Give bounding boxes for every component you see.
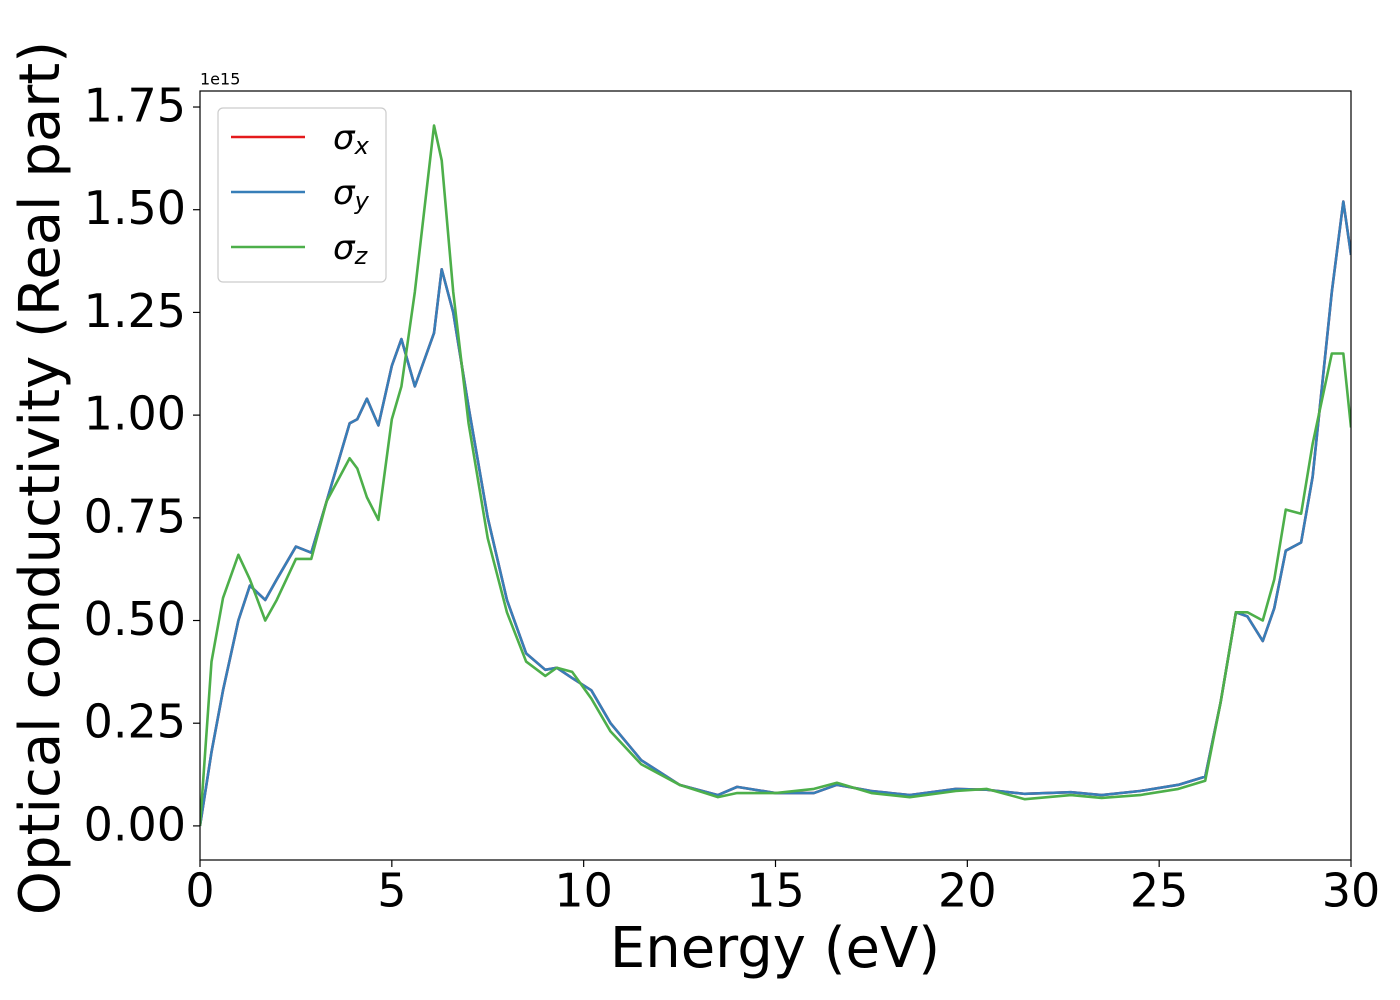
legend-label: σy bbox=[333, 173, 370, 216]
line-series bbox=[200, 200, 1351, 827]
x-tick-label: 0 bbox=[185, 864, 214, 918]
offset-text: 1e15 bbox=[200, 70, 240, 89]
y-tick-label: 1.75 bbox=[84, 79, 186, 133]
x-tick-label: 30 bbox=[1322, 864, 1381, 918]
line-series bbox=[200, 200, 1351, 827]
y-tick-label: 0.25 bbox=[84, 695, 186, 749]
y-tick-label: 0.50 bbox=[84, 592, 186, 646]
plot-frame bbox=[199, 90, 1352, 861]
x-tick-label: 5 bbox=[377, 864, 406, 918]
legend-box bbox=[217, 107, 387, 283]
line-series bbox=[200, 124, 1351, 826]
legend-label: σz bbox=[333, 228, 369, 271]
y-axis-label: Optical conductivity (Real part) bbox=[8, 41, 73, 915]
x-tick-label: 20 bbox=[938, 864, 997, 918]
y-tick-label: 1.50 bbox=[84, 181, 186, 235]
y-tick-label: 1.25 bbox=[84, 284, 186, 338]
y-tick-label: 1.00 bbox=[84, 387, 186, 441]
x-tick-label: 15 bbox=[746, 864, 805, 918]
x-tick-label: 10 bbox=[554, 864, 613, 918]
y-tick-label: 0.00 bbox=[84, 797, 186, 851]
x-axis-label: Energy (eV) bbox=[610, 916, 940, 981]
y-tick-label: 0.75 bbox=[84, 489, 186, 543]
legend-label: σx bbox=[333, 118, 370, 161]
x-tick-label: 25 bbox=[1130, 864, 1189, 918]
